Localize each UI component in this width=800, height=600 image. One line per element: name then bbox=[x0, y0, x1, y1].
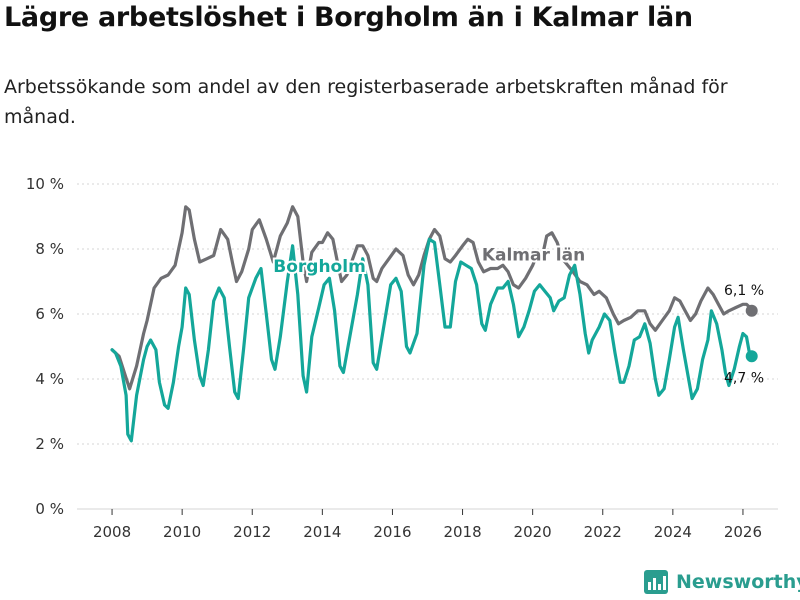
bar-chart-icon bbox=[644, 570, 668, 594]
x-tick-label: 2020 bbox=[514, 523, 552, 541]
x-tick-label: 2012 bbox=[233, 523, 271, 541]
x-tick-label: 2008 bbox=[93, 523, 131, 541]
chart-subtitle: Arbetssökande som andel av den registerb… bbox=[4, 76, 728, 128]
x-tick-label: 2014 bbox=[303, 523, 341, 541]
x-tick-label: 2026 bbox=[724, 523, 762, 541]
y-tick-label: 6 % bbox=[35, 305, 64, 323]
x-tick-label: 2024 bbox=[654, 523, 692, 541]
newsworthy-logo: Newsworthy bbox=[644, 570, 800, 594]
end-point-kalmar-l-n bbox=[745, 304, 758, 317]
y-tick-label: 4 % bbox=[35, 370, 64, 388]
x-tick-label: 2018 bbox=[443, 523, 481, 541]
end-point-borgholm bbox=[745, 350, 758, 363]
y-tick-label: 10 % bbox=[26, 175, 64, 193]
x-tick-label: 2022 bbox=[584, 523, 622, 541]
series-line-borgholm bbox=[110, 237, 752, 443]
end-label-borgholm: 4,7 % bbox=[724, 370, 764, 386]
page-title: Lägre arbetslöshet i Borgholm än i Kalma… bbox=[4, 2, 693, 33]
series-label-borgholm: Borgholm bbox=[273, 257, 366, 277]
y-tick-label: 8 % bbox=[35, 240, 64, 258]
end-label-kalmar: 6,1 % bbox=[724, 283, 764, 299]
y-tick-label: 2 % bbox=[35, 435, 64, 453]
x-tick-label: 2010 bbox=[163, 523, 201, 541]
x-tick-label: 2016 bbox=[373, 523, 411, 541]
brand-name: Newsworthy bbox=[676, 571, 800, 593]
series-label-kalmar: Kalmar län bbox=[482, 245, 585, 265]
y-tick-label: 0 % bbox=[35, 500, 64, 518]
